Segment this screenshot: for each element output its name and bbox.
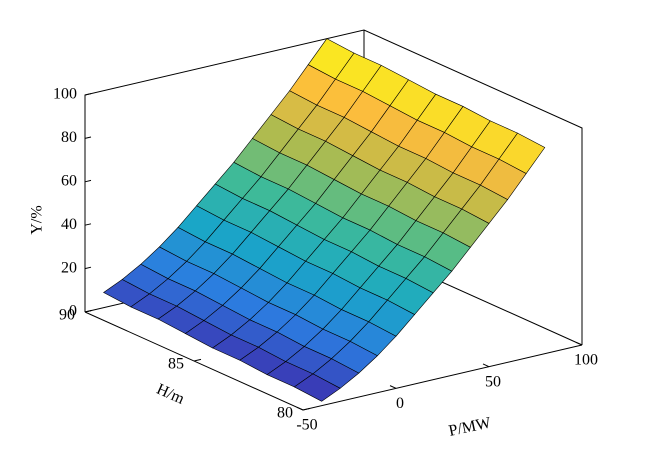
x-tick-label: 0 [396, 395, 404, 412]
z-tick-label: 80 [61, 129, 77, 146]
x-tick-label: -50 [296, 417, 317, 434]
x-tick [296, 406, 304, 411]
z-tick-label: 0 [69, 303, 77, 320]
x-axis-label: P/MW [447, 414, 493, 440]
z-tick-label: 20 [61, 259, 77, 276]
y-tick [84, 309, 93, 313]
x-tick-label: 100 [574, 352, 598, 369]
z-tick [84, 93, 92, 96]
y-axis-label: H/m [154, 381, 187, 408]
z-axis-label: Y/% [29, 205, 46, 234]
y-tick-label: 85 [168, 356, 184, 373]
z-tick-label: 60 [61, 172, 77, 189]
z-tick-label: 100 [53, 86, 77, 103]
y-tick [193, 358, 202, 362]
z-tick [84, 179, 92, 183]
z-tick [84, 223, 92, 226]
y-tick-label: 80 [277, 405, 293, 422]
z-tick [84, 266, 92, 270]
y-tick [302, 407, 311, 411]
x-tick [389, 385, 397, 389]
x-tick [482, 363, 490, 368]
y-tick-label: 90 [59, 307, 75, 324]
surface-patch [293, 373, 341, 402]
z-tick-label: 40 [61, 216, 77, 233]
x-tick-label: 50 [485, 373, 501, 390]
x-tick [575, 341, 583, 346]
z-tick [84, 136, 92, 139]
